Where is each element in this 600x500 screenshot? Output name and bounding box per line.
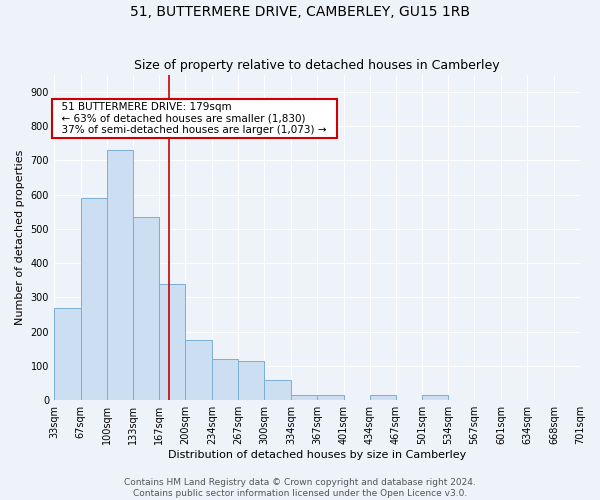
Bar: [212, 359, 238, 400]
Bar: [370, 395, 396, 400]
Text: 51 BUTTERMERE DRIVE: 179sqm  
  ← 63% of detached houses are smaller (1,830)  
 : 51 BUTTERMERE DRIVE: 179sqm ← 63% of det…: [55, 102, 334, 135]
Text: 51, BUTTERMERE DRIVE, CAMBERLEY, GU15 1RB: 51, BUTTERMERE DRIVE, CAMBERLEY, GU15 1R…: [130, 5, 470, 19]
Bar: [238, 361, 264, 400]
Bar: [54, 308, 80, 400]
Bar: [133, 217, 160, 400]
Bar: [107, 150, 133, 400]
Title: Size of property relative to detached houses in Camberley: Size of property relative to detached ho…: [134, 59, 500, 72]
Bar: [317, 395, 344, 400]
Bar: [264, 380, 291, 400]
Bar: [422, 395, 448, 400]
Bar: [185, 340, 212, 400]
Bar: [80, 198, 107, 400]
Y-axis label: Number of detached properties: Number of detached properties: [15, 150, 25, 325]
Text: Contains HM Land Registry data © Crown copyright and database right 2024.
Contai: Contains HM Land Registry data © Crown c…: [124, 478, 476, 498]
Bar: [291, 395, 317, 400]
X-axis label: Distribution of detached houses by size in Camberley: Distribution of detached houses by size …: [168, 450, 466, 460]
Bar: [160, 284, 185, 400]
